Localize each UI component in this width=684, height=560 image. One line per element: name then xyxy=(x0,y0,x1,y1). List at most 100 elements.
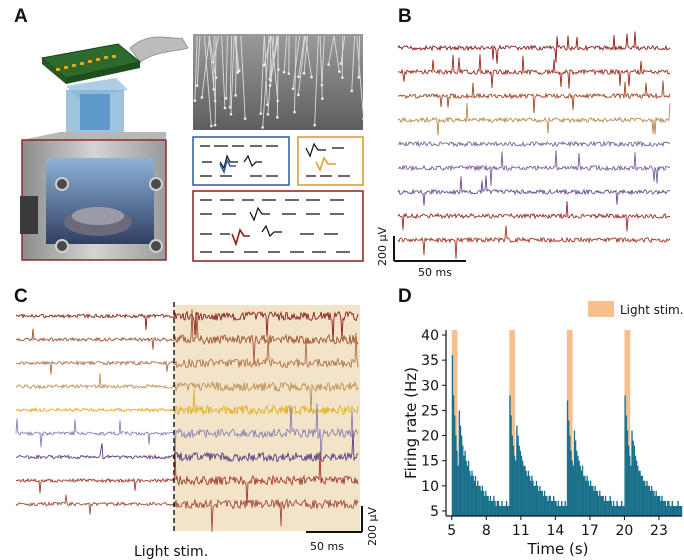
x-tick-label: 14 xyxy=(546,523,564,539)
rate-bar xyxy=(619,505,622,516)
rate-bar xyxy=(677,500,679,516)
rate-bar xyxy=(633,445,635,516)
rate-bar xyxy=(612,500,615,516)
panel-b-trace xyxy=(397,102,671,136)
y-tick-label: 5 xyxy=(430,504,439,520)
rate-bar xyxy=(599,490,601,516)
rate-bar xyxy=(646,480,648,516)
panel-b-trace xyxy=(397,31,671,64)
rate-bar xyxy=(489,495,492,516)
rate-bar xyxy=(452,395,455,516)
rate-bar xyxy=(515,460,517,516)
rate-bar xyxy=(551,500,554,516)
rate-bar xyxy=(504,505,507,516)
rate-bar xyxy=(582,475,585,516)
rate-bar xyxy=(463,455,465,516)
rate-bar xyxy=(490,500,493,516)
rate-bar xyxy=(581,465,584,516)
rate-bar xyxy=(650,485,653,516)
rate-bar xyxy=(668,500,670,516)
rate-bar xyxy=(679,505,682,516)
rate-bar xyxy=(517,435,519,516)
rate-bar xyxy=(502,505,504,516)
rate-bar xyxy=(500,505,502,516)
rate-bar xyxy=(680,505,683,516)
rate-bar xyxy=(485,490,487,516)
rate-bar xyxy=(667,500,669,516)
rate-bar xyxy=(616,500,618,516)
rate-bar xyxy=(662,500,664,516)
rate-bar xyxy=(492,500,494,516)
rate-bar xyxy=(538,490,540,516)
panel-b-traces xyxy=(397,31,671,259)
rate-bar xyxy=(488,500,490,516)
rate-bar xyxy=(539,485,541,516)
rate-bar xyxy=(511,435,513,516)
stim-band xyxy=(624,330,631,516)
rate-bar xyxy=(571,460,573,516)
panel-c-trace xyxy=(15,389,359,416)
rate-bar xyxy=(620,500,623,516)
rate-bar xyxy=(518,445,520,516)
x-tick-label: 23 xyxy=(650,523,668,539)
rate-bar xyxy=(597,495,600,516)
waveform-box-orange xyxy=(297,136,364,186)
rate-bar xyxy=(588,485,591,516)
rate-bar xyxy=(451,355,454,516)
rate-bar xyxy=(557,500,560,516)
stim-band xyxy=(566,330,573,516)
rate-bar xyxy=(639,470,641,516)
rate-bar xyxy=(512,445,515,516)
panel-c-trace xyxy=(15,373,359,412)
rate-bar xyxy=(657,495,660,516)
rate-bar xyxy=(472,475,474,516)
rate-bar xyxy=(498,505,501,516)
x-tick-label: 11 xyxy=(512,523,530,539)
rate-bar xyxy=(525,470,527,516)
rate-bar xyxy=(606,500,608,516)
panel-c-traces xyxy=(15,309,359,532)
x-tick-label: 8 xyxy=(482,523,491,539)
rate-bar xyxy=(607,500,609,516)
rate-bar xyxy=(457,465,459,516)
rate-bar xyxy=(458,410,461,516)
rate-bar xyxy=(664,500,667,516)
rate-bar xyxy=(558,505,561,516)
panel-b-trace xyxy=(397,150,671,186)
rate-bar xyxy=(477,480,479,516)
rate-bar xyxy=(669,505,671,516)
rate-bar xyxy=(663,500,665,516)
rate-bar xyxy=(464,450,466,516)
rate-bar xyxy=(465,460,467,516)
rate-bar xyxy=(576,450,578,516)
panel-b-scale-voltage: 200 µV xyxy=(376,227,389,266)
rate-bar xyxy=(673,505,676,516)
rate-bar xyxy=(641,475,644,516)
recording-chamber xyxy=(20,132,167,261)
rate-bar xyxy=(507,505,509,516)
rate-bar xyxy=(509,395,511,516)
rate-bar xyxy=(524,465,526,516)
rate-bar xyxy=(534,485,536,516)
rate-bar xyxy=(675,505,677,516)
panel-c-trace xyxy=(15,429,359,463)
rate-bar xyxy=(527,470,530,516)
rate-bar xyxy=(540,490,542,516)
rate-bar xyxy=(655,490,657,516)
rate-bar xyxy=(483,495,486,516)
rate-bar xyxy=(609,495,611,516)
rate-bar xyxy=(573,430,576,516)
rate-bar xyxy=(533,485,535,516)
rate-bar xyxy=(562,505,564,516)
rate-bar xyxy=(602,495,604,516)
rate-bar xyxy=(608,500,610,516)
rate-bar xyxy=(548,495,550,516)
rate-bar xyxy=(508,505,510,516)
rate-bar xyxy=(678,505,680,516)
rate-bar xyxy=(516,425,518,516)
rate-bar xyxy=(563,505,565,516)
rate-bar xyxy=(622,505,624,516)
rate-bar xyxy=(572,465,574,516)
electrode-array-micrograph xyxy=(193,34,365,130)
rate-bar xyxy=(545,495,547,516)
